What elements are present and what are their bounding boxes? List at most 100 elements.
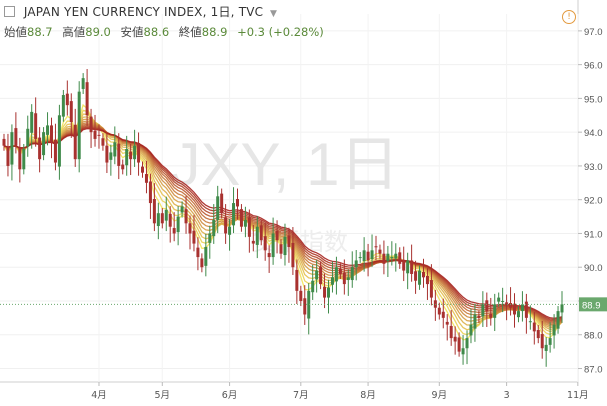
candle-body [540,334,544,349]
candle-body [18,148,22,170]
candle-body [481,304,485,317]
candle-body [235,199,239,207]
open-label: 始値 [4,25,27,39]
candle-body [2,138,6,146]
high-value: 89.0 [85,25,111,39]
time-axis[interactable]: 4月 5月 6月 7月 8月 9月 3 11月 [91,382,589,401]
ma-line [3,124,563,323]
candle-body [513,303,517,315]
candle-body [445,321,449,325]
chart-header: JAPAN YEN CURRENCY INDEX, 1日, TVC ▼ [4,4,277,22]
candle-body [386,253,390,262]
candle-body [552,324,556,336]
candle-body [137,142,141,163]
candle-body [148,181,152,204]
time-tick-label: 7月 [293,390,309,401]
candle-body [330,277,334,285]
candle-body [295,269,299,291]
candle-body [200,258,204,268]
time-tick-label: 3 [504,390,510,401]
symbol-title[interactable]: JAPAN YEN CURRENCY INDEX, 1日, TVC [23,5,264,19]
candle-body [358,257,362,259]
alert-clock-icon[interactable]: ! [562,10,576,24]
candle-body [125,149,129,166]
price-tick-label: 94.0 [584,128,603,139]
candle-body [441,311,445,318]
candle-body [38,137,42,160]
candle-body [97,134,101,136]
candle-body [160,213,164,224]
candle-body [204,246,208,266]
time-tick-label: 4月 [91,390,107,401]
candle-body [224,217,228,234]
candle-body [437,307,441,315]
price-axis[interactable]: 97.096.095.094.093.092.091.090.089.088.0… [578,27,607,376]
candle-body [152,199,156,224]
price-tick-label: 97.0 [584,27,603,38]
candle-body [49,125,53,143]
candle-body [184,209,188,224]
price-tick-label: 90.0 [584,263,603,274]
candle-body [26,128,30,147]
candle-body [390,257,394,259]
candle-body [485,300,489,312]
candle-body [180,206,184,213]
candle-body [164,209,168,221]
candle-body [406,260,410,274]
candle-body [346,277,350,281]
candle-body [410,260,414,274]
candle-body [497,297,501,302]
candle-body [370,250,374,260]
candle-body [560,304,564,313]
candle-body [319,266,323,285]
candle-body [532,322,536,332]
candle-body [176,216,180,233]
candle-body [338,268,342,274]
candle-body [287,235,291,247]
candle-body [382,253,386,264]
candle-body [477,315,481,318]
ma-line [3,125,563,322]
candle-body [303,298,307,315]
candle-body [520,304,524,312]
candle-body [73,124,77,160]
candle-body [208,233,212,243]
candles [2,69,564,367]
candle-body [465,338,469,349]
candle-body [449,325,453,339]
candle-body [129,151,133,160]
candle-body [53,139,57,163]
candle-body [493,304,497,318]
candle-body [334,267,338,282]
candle-body [315,270,319,280]
candle-body [141,166,145,173]
candle-body [421,271,425,278]
candle-body [473,314,477,329]
candle-body [69,101,73,123]
chevron-down-icon[interactable]: ▼ [270,9,277,19]
candle-body [350,267,354,281]
high-label: 高値 [62,25,86,39]
candle-body [354,260,358,268]
candle-body [93,130,97,139]
candle-body [457,337,461,352]
candle-body [172,228,176,234]
candle-body [232,203,236,226]
candle-body [544,344,548,351]
candle-body [57,115,61,167]
candle-body [212,219,216,237]
time-tick-label: 8月 [360,390,376,401]
candle-body [524,301,528,318]
price-tick-label: 93.0 [584,162,603,173]
candle-body [505,302,509,305]
candle-body [196,247,200,258]
candle-body [528,321,532,323]
candle-body [501,300,505,302]
last-price-badge [579,297,607,312]
candle-body [283,236,287,256]
low-value: 88.6 [143,25,170,39]
time-tick-label: 9月 [432,390,448,401]
price-tick-label: 91.0 [584,229,603,240]
candle-body [65,93,69,106]
